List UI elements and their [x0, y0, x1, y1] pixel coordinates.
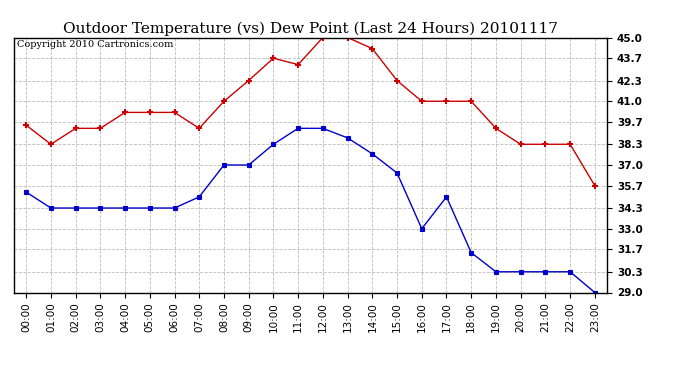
Title: Outdoor Temperature (vs) Dew Point (Last 24 Hours) 20101117: Outdoor Temperature (vs) Dew Point (Last…: [63, 22, 558, 36]
Text: Copyright 2010 Cartronics.com: Copyright 2010 Cartronics.com: [17, 40, 173, 49]
